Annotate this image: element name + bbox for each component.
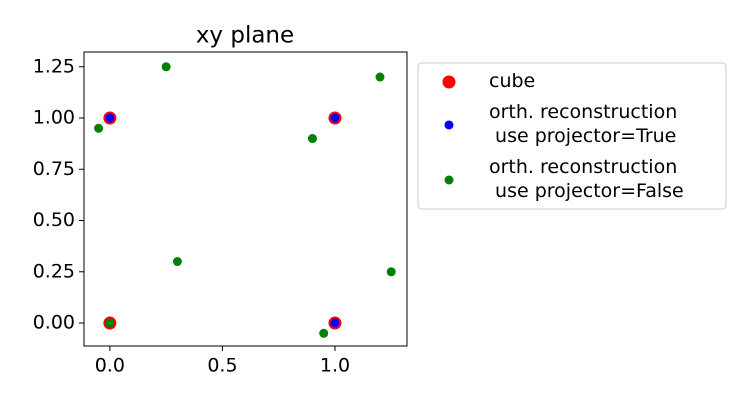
legend-box [417, 62, 727, 210]
point [161, 62, 171, 72]
x-tick-label: 0.0 [95, 355, 125, 377]
y-tick-label: 0.00 [33, 312, 75, 334]
point [307, 134, 317, 144]
legend-marker [442, 75, 456, 89]
legend-marker [444, 120, 454, 130]
point [330, 318, 340, 328]
legend-label: cube [489, 70, 535, 92]
y-tick-label: 1.25 [33, 55, 75, 77]
point [319, 328, 329, 338]
point [105, 318, 115, 328]
point [105, 113, 115, 123]
point [386, 267, 396, 277]
plot-frame [83, 51, 408, 347]
legend-label: orth. reconstruction use projector=False [489, 156, 684, 202]
legend-marker [444, 175, 454, 185]
y-tick-label: 0.25 [33, 260, 75, 282]
point [330, 113, 340, 123]
y-tick-label: 1.00 [33, 107, 75, 129]
point [94, 123, 104, 133]
point [172, 257, 182, 267]
chart-title: xy plane [196, 23, 294, 49]
legend-label: orth. reconstruction use projector=True [489, 101, 677, 147]
point [375, 72, 385, 82]
x-tick-label: 0.5 [207, 355, 237, 377]
y-tick-label: 0.50 [33, 209, 75, 231]
y-tick-label: 0.75 [33, 158, 75, 180]
x-tick-label: 1.0 [320, 355, 350, 377]
